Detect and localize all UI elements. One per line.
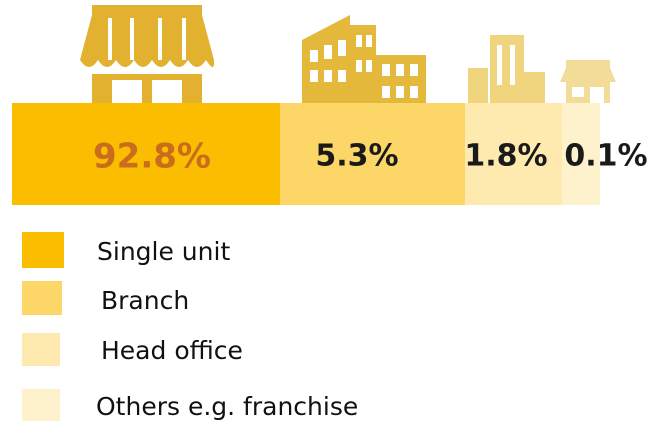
- segment-label: 1.8%: [464, 139, 547, 174]
- legend-swatch: [22, 389, 60, 421]
- legend-label: Others e.g. franchise: [96, 392, 358, 421]
- legend-swatch: [22, 333, 60, 366]
- segment-label: 92.8%: [93, 137, 211, 177]
- segment: [12, 103, 280, 205]
- building-icon: [302, 15, 426, 103]
- store-icon: [80, 5, 215, 103]
- segment: [465, 103, 562, 205]
- segment-label: 0.1%: [564, 139, 647, 174]
- segment: [562, 103, 600, 205]
- towers-icon: [468, 35, 545, 103]
- shop-icon: [560, 60, 616, 103]
- legend-swatch: [22, 281, 62, 315]
- segment: [280, 103, 465, 205]
- legend-label: Branch: [101, 286, 189, 315]
- segment-label: 5.3%: [315, 139, 398, 174]
- legend-label: Single unit: [97, 237, 230, 266]
- legend-swatch: [22, 232, 64, 268]
- legend-label: Head office: [101, 336, 243, 365]
